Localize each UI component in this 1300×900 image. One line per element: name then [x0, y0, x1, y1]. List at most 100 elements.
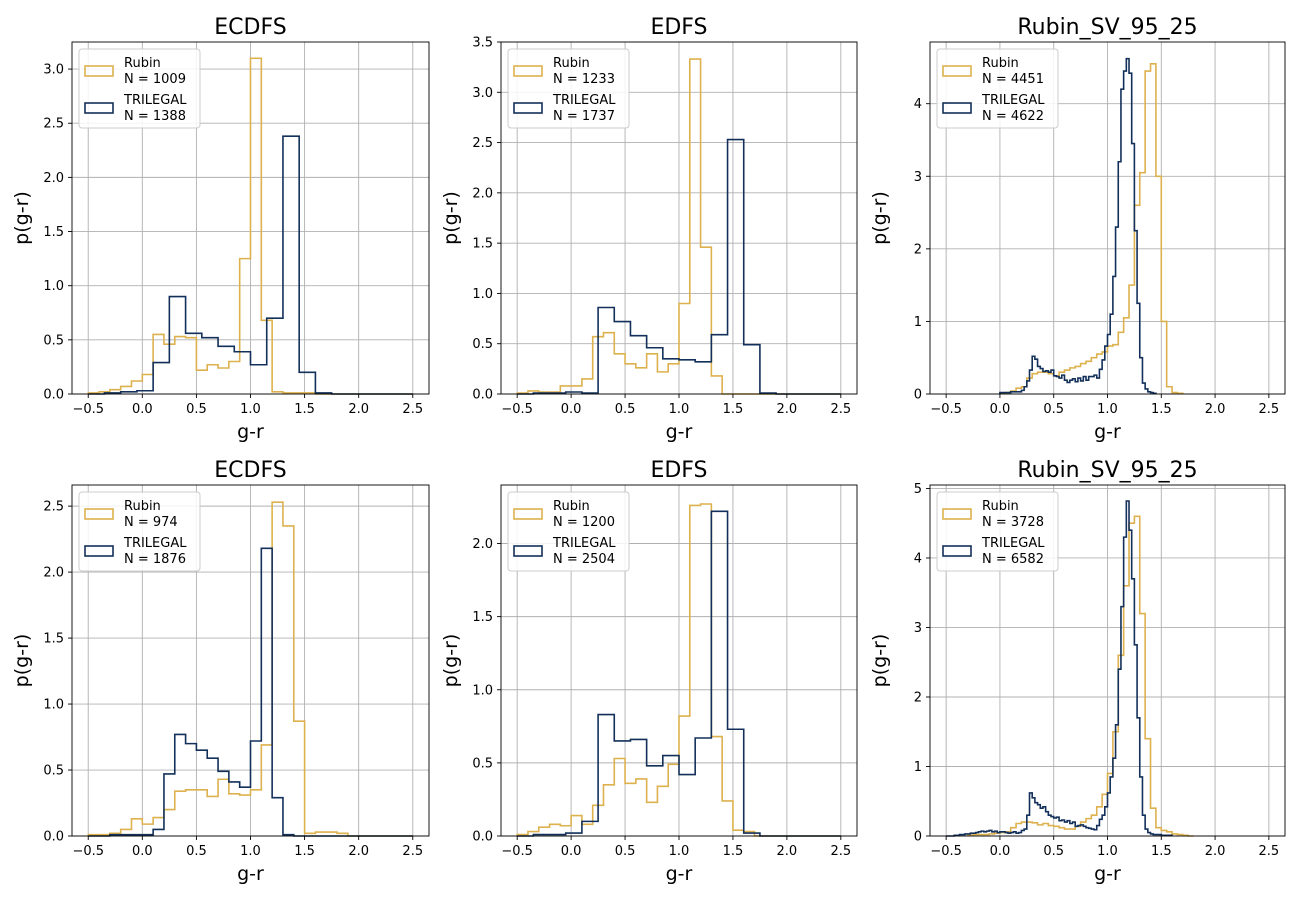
- legend-label: TRILEGAL: [981, 93, 1045, 108]
- y-tick-label: 2.0: [472, 186, 493, 201]
- x-tick-label: 1.0: [669, 844, 690, 859]
- y-tick-label: 4: [914, 551, 922, 566]
- rubin-histogram: [999, 62, 1184, 395]
- x-tick-label: 2.0: [1205, 402, 1226, 417]
- histogram-panel: −0.5 0.0 0.5 1.0 1.5 2.0 2.5 0.0 0.5 1.0 1.5 2.0 EDF…: [440, 458, 858, 885]
- x-tick-label: −0.5: [501, 844, 533, 859]
- trilegal-histogram: [88, 135, 413, 395]
- histogram-panel: −0.5 0.0 0.5 1.0 1.5 2.0 2.5 0 1 2 3 4 Rubin_SV_95_2…: [869, 15, 1286, 443]
- x-tick-label: −0.5: [930, 402, 962, 417]
- trilegal-legend-swatch: [942, 102, 972, 114]
- x-tick-label: 1.5: [294, 402, 315, 417]
- histogram-panel: −0.5 0.0 0.5 1.0 1.5 2.0 2.5 0.0 0.5 1.0 1.5 2.0 2.5…: [11, 15, 430, 443]
- trilegal-legend-swatch: [84, 545, 114, 557]
- y-tick-label: 0.0: [43, 830, 64, 845]
- x-tick-label: 2.0: [1205, 844, 1226, 859]
- legend-box: [78, 48, 201, 129]
- x-tick-label: 2.5: [1259, 844, 1280, 859]
- legend-count: N = 1200: [553, 515, 615, 530]
- trilegal-legend-swatch: [513, 102, 543, 114]
- x-tick-label: 1.0: [1097, 402, 1118, 417]
- y-tick-label: 1.5: [472, 237, 493, 252]
- x-tick-label: 0.0: [561, 402, 582, 417]
- y-tick-label: 2: [914, 690, 922, 705]
- x-tick-label: 1.0: [1097, 844, 1118, 859]
- y-tick-label: 0: [914, 830, 922, 845]
- x-tick-label: 0.0: [132, 402, 153, 417]
- legend-label: TRILEGAL: [552, 536, 616, 551]
- y-tick-label: 3: [914, 621, 922, 636]
- y-tick-label: 2.0: [43, 171, 64, 186]
- y-tick-label: 1.5: [43, 225, 64, 240]
- legend-count: N = 2504: [553, 552, 615, 567]
- panel-title: Rubin_SV_95_25: [1017, 15, 1197, 40]
- y-tick-label: 1.0: [472, 287, 493, 302]
- y-tick-label: 3.0: [472, 86, 493, 101]
- y-tick-label: 1.0: [43, 279, 64, 294]
- legend-count: N = 1737: [553, 109, 615, 124]
- trilegal-histogram: [999, 57, 1157, 395]
- legend-label: Rubin: [553, 499, 590, 514]
- legend-label: TRILEGAL: [981, 536, 1045, 551]
- y-tick-label: 3: [914, 170, 922, 185]
- x-tick-label: 2.0: [348, 402, 369, 417]
- x-axis-label: g-r: [666, 421, 693, 443]
- y-tick-label: 2: [914, 242, 922, 257]
- rubin-legend-swatch: [513, 508, 543, 520]
- x-tick-label: 0.5: [1043, 844, 1064, 859]
- panel-title: Rubin_SV_95_25: [1017, 458, 1197, 483]
- histogram-panel: −0.5 0.0 0.5 1.0 1.5 2.0 2.5 0.0 0.5 1.0 1.5 2.0 2.5…: [11, 458, 430, 885]
- legend-box: [507, 491, 630, 572]
- trilegal-legend-swatch: [513, 545, 543, 557]
- x-tick-label: 0.0: [132, 844, 153, 859]
- legend-box: [507, 48, 630, 129]
- y-tick-label: 2.0: [472, 537, 493, 552]
- histogram-panel: −0.5 0.0 0.5 1.0 1.5 2.0 2.5 0 1 2 3 4 5 Rubin_SV_95_…: [869, 458, 1286, 885]
- legend-count: N = 1876: [124, 552, 186, 567]
- y-tick-label: 1.0: [43, 698, 64, 713]
- rubin-legend-swatch: [84, 508, 114, 520]
- x-tick-label: 2.5: [402, 402, 423, 417]
- legend-count: N = 4622: [982, 109, 1044, 124]
- y-axis-label: p(g-r): [440, 191, 462, 245]
- y-tick-label: 1.0: [472, 683, 493, 698]
- x-tick-label: 2.5: [1259, 402, 1280, 417]
- x-tick-label: 1.5: [723, 844, 744, 859]
- trilegal-legend-swatch: [84, 102, 114, 114]
- y-tick-label: 1: [914, 760, 922, 775]
- legend-label: Rubin: [553, 56, 590, 71]
- legend-label: TRILEGAL: [123, 536, 187, 551]
- x-tick-label: 0.0: [561, 844, 582, 859]
- x-tick-label: 2.0: [777, 402, 798, 417]
- y-tick-label: 0.5: [472, 337, 493, 352]
- x-tick-label: 2.5: [402, 844, 423, 859]
- y-tick-label: 1: [914, 315, 922, 330]
- x-tick-label: 1.5: [1151, 402, 1172, 417]
- panel-title: ECDFS: [214, 15, 286, 40]
- x-tick-label: 0.5: [186, 844, 207, 859]
- rubin-legend-swatch: [942, 508, 972, 520]
- rubin-legend-swatch: [84, 65, 114, 77]
- legend-box: [936, 491, 1059, 572]
- legend-count: N = 3728: [982, 515, 1044, 530]
- rubin-legend-swatch: [513, 65, 543, 77]
- x-tick-label: 0.5: [186, 402, 207, 417]
- x-tick-label: 1.5: [294, 844, 315, 859]
- y-tick-label: 0.5: [472, 756, 493, 771]
- legend-label: Rubin: [124, 499, 161, 514]
- legend-label: TRILEGAL: [552, 93, 616, 108]
- rubin-legend-swatch: [942, 65, 972, 77]
- x-tick-label: 1.0: [240, 402, 261, 417]
- y-tick-label: 2.5: [43, 117, 64, 132]
- trilegal-histogram: [517, 510, 841, 837]
- histogram-panel: −0.5 0.0 0.5 1.0 1.5 2.0 2.5 0.0 0.5 1.0 1.5 2.0 2.5…: [440, 15, 858, 443]
- y-tick-label: 4: [914, 97, 922, 112]
- x-tick-label: 0.5: [1043, 402, 1064, 417]
